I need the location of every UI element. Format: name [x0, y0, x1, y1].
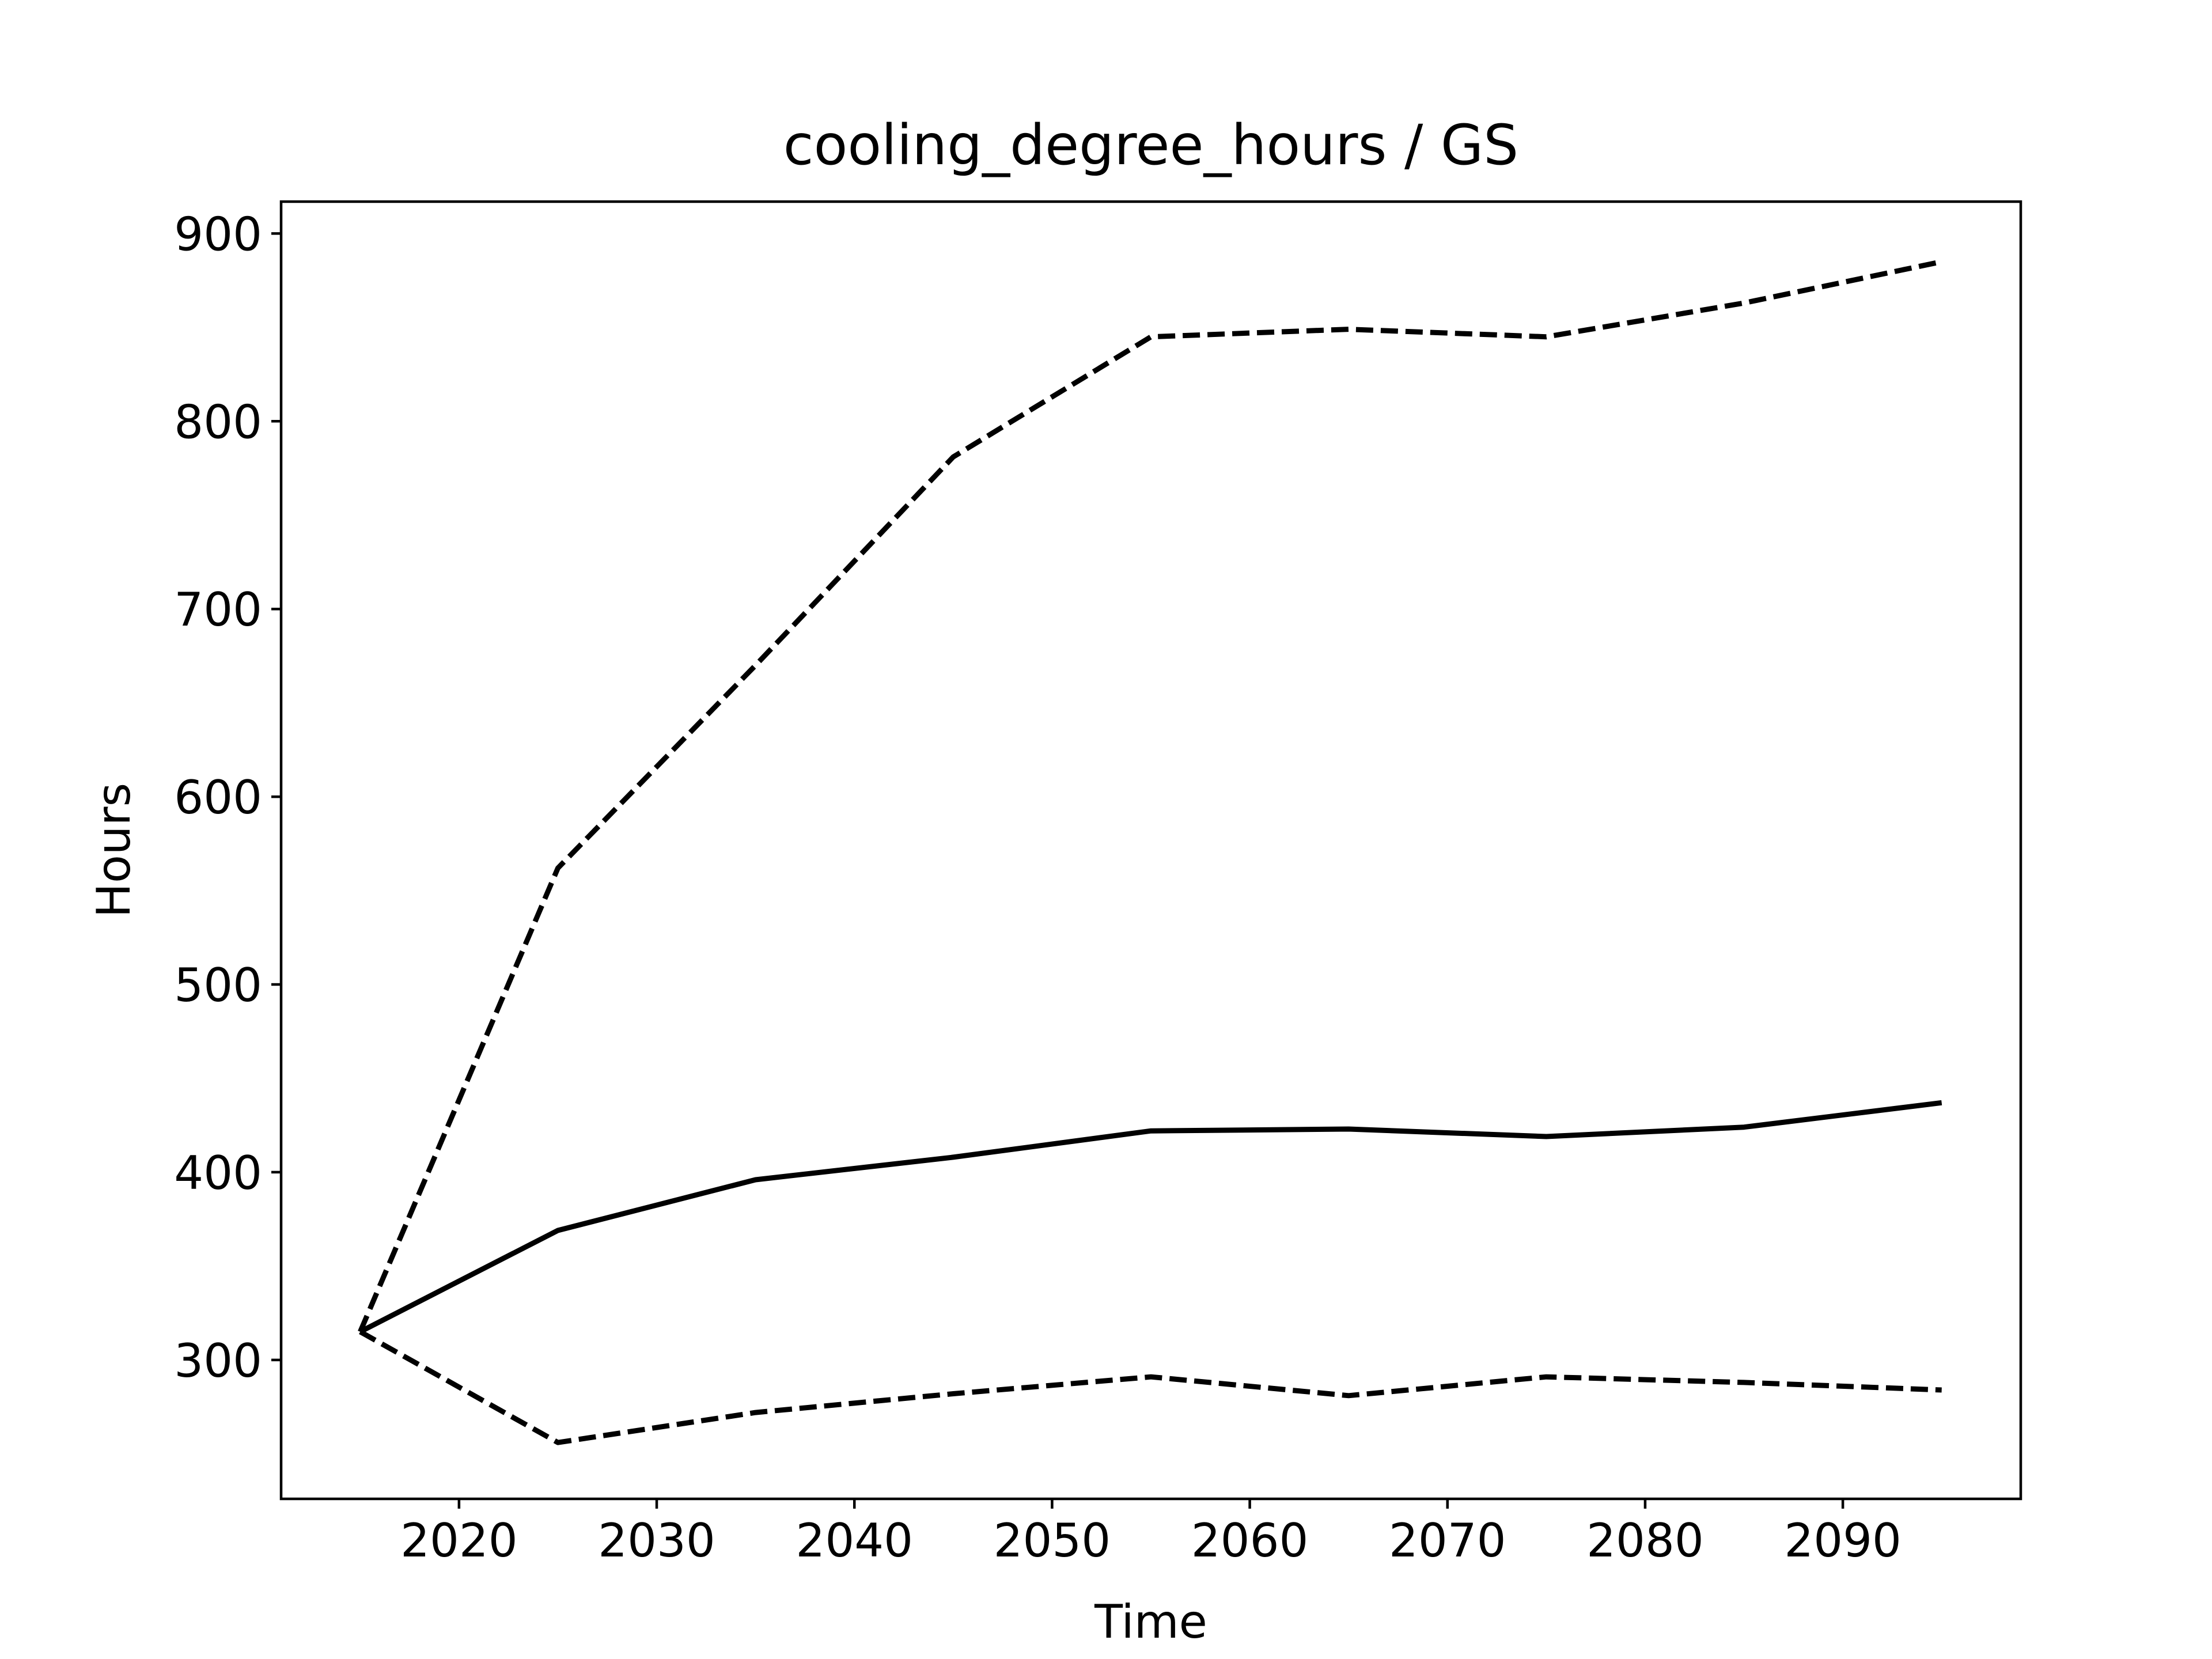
x-axis-ticks: 2020 2030 2040 2050 2060 2070 2080 2090 — [400, 1499, 1902, 1567]
x-tick-label: 2040 — [796, 1514, 913, 1567]
x-tick-label: 2070 — [1389, 1514, 1506, 1567]
y-tick-label: 600 — [174, 771, 262, 824]
x-tick-label: 2030 — [598, 1514, 715, 1567]
x-tick-label: 2020 — [400, 1514, 518, 1567]
chart-title: cooling_degree_hours / GS — [783, 113, 1518, 177]
series-layer — [358, 259, 1942, 1445]
series-line-median — [359, 1100, 1942, 1334]
y-tick-label: 700 — [174, 583, 262, 637]
y-tick-label: 300 — [174, 1334, 262, 1388]
y-axis-ticks: 300 400 500 600 700 800 900 — [174, 207, 281, 1388]
series-line-lower — [359, 1329, 1942, 1445]
y-tick-label: 500 — [174, 959, 262, 1012]
x-tick-label: 2080 — [1586, 1514, 1704, 1567]
x-tick-label: 2090 — [1784, 1514, 1902, 1567]
plot-area-frame — [279, 200, 2022, 1501]
y-axis-label: Hours — [87, 783, 141, 918]
y-tick-label: 800 — [174, 395, 262, 449]
y-tick-label: 900 — [174, 207, 262, 261]
x-tick-label: 2050 — [994, 1514, 1111, 1567]
x-tick-label: 2060 — [1191, 1514, 1309, 1567]
x-axis-label: Time — [1094, 1595, 1207, 1649]
series-line-upper — [358, 259, 1942, 1333]
y-tick-label: 400 — [174, 1146, 262, 1200]
